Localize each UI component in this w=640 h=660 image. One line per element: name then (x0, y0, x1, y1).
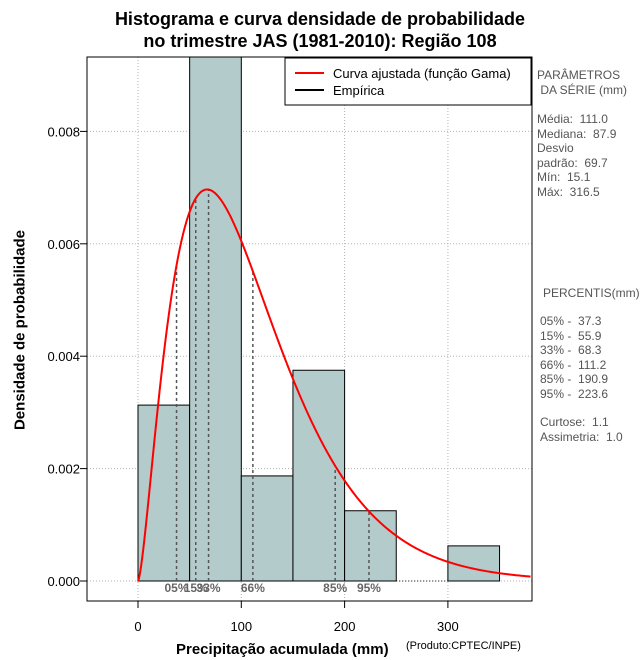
chart-title-line2: no trimestre JAS (1981-2010): Região 108 (143, 31, 497, 51)
x-tick-label-0: 0 (134, 619, 141, 634)
y-tick-label-0: 0.000 (47, 574, 80, 589)
histogram-bar-3 (292, 369, 346, 582)
y-tick-label-1: 0.002 (47, 462, 80, 477)
percentis-title: PERCENTIS(mm) (543, 286, 640, 300)
y-axis-label: Densidade de probabilidade (11, 229, 29, 431)
shape-stats: Curtose: 1.1 Assimetria: 1.0 (540, 415, 623, 444)
series-stats: Média: 111.0 Mediana: 87.9 Desvio padrão… (537, 112, 617, 199)
gamma-fit-curve (137, 188, 531, 582)
chart-title-line1: Histograma e curva densidade de probabil… (114, 9, 526, 29)
histogram-bar-2 (240, 475, 294, 582)
y-axis: 0.000 0.002 0.004 0.006 0.008 (47, 124, 87, 589)
y-tick-label-3: 0.006 (47, 237, 80, 252)
histogram-bar-1 (189, 56, 242, 582)
percentile-label-2: 33% (197, 581, 221, 595)
y-tick-label-2: 0.004 (47, 349, 80, 364)
legend-label-empirica: Empírica (333, 83, 385, 98)
credit-note: (Produto:CPTEC/INPE) (406, 640, 521, 652)
gamma-curve-group (137, 188, 531, 582)
percentile-label-5: 95% (357, 581, 381, 595)
legend-label-curve: Curva ajustada (função Gama) (333, 66, 511, 81)
percentile-label-1: 15% (184, 581, 208, 595)
x-axis: 0 100 200 300 (134, 601, 459, 634)
legend: Curva ajustada (função Gama) Empírica (284, 57, 532, 106)
x-tick-label-2: 200 (334, 619, 356, 634)
legend-box (284, 57, 532, 106)
percentis-values: 05% - 37.3 15% - 55.9 33% - 68.3 66% - 1… (540, 314, 609, 401)
histogram-bars (137, 56, 501, 582)
x-tick-label-3: 300 (437, 619, 459, 634)
histogram-bar-4 (344, 510, 397, 582)
x-axis-label: Precipitação acumulada (mm) (176, 641, 389, 658)
plot-frame (86, 56, 533, 602)
params-title: PARÂMETROS DA SÉRIE (mm) (537, 68, 628, 97)
y-tick-label-4: 0.008 (47, 124, 80, 139)
percentile-label-0: 05% (165, 581, 189, 595)
percentile-label-4: 85% (323, 581, 347, 595)
percentile-labels: 05%15%33% 66% 85% 95% (165, 581, 382, 595)
x-tick-label-1: 100 (230, 619, 252, 634)
percentile-lines (175, 189, 370, 581)
percentile-label-3: 66% (241, 581, 265, 595)
histogram-bar-0 (137, 404, 191, 582)
